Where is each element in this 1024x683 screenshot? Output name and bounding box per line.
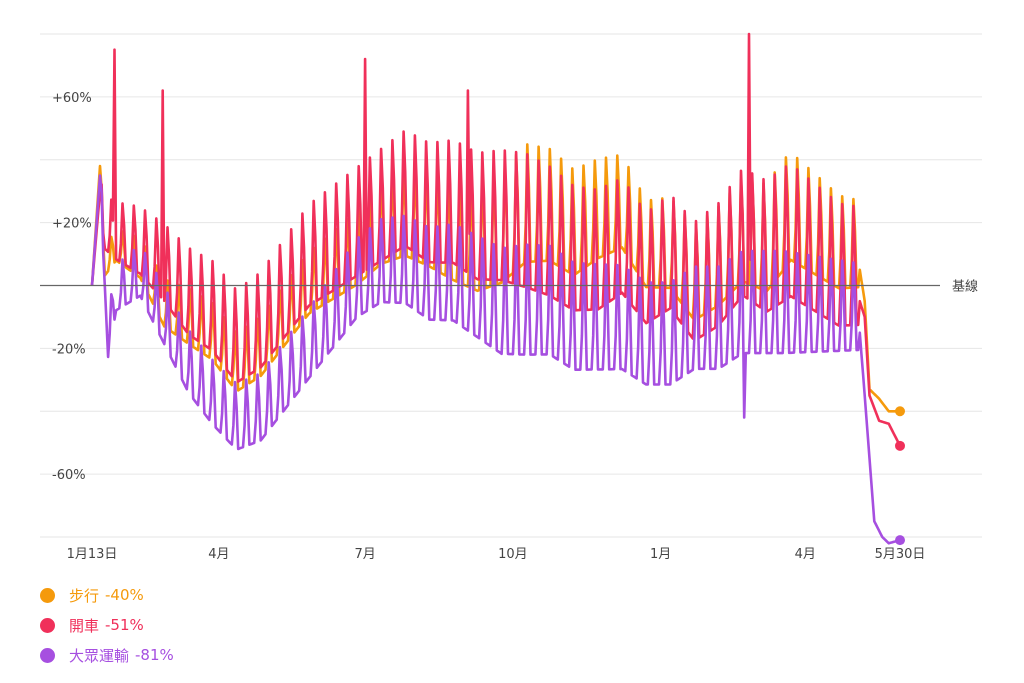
- series-line-transit: [90, 174, 901, 545]
- series-line-driving: [90, 32, 902, 447]
- y-tick-label: -60%: [52, 468, 86, 483]
- legend-item-walking[interactable]: 步行 -40%: [40, 580, 174, 610]
- endpoint-driving: [895, 440, 905, 451]
- legend-label-driving: 開車: [69, 616, 100, 635]
- x-tick-label: 7月: [354, 547, 375, 562]
- endpoint-transit: [895, 535, 905, 546]
- x-axis-ticks: 1月13日 4月 7月 10月 1月 4月 5月30日: [67, 547, 926, 562]
- legend-label-transit: 大眾運輸: [69, 646, 130, 665]
- legend-dot-driving: [40, 617, 55, 633]
- x-tick-label: 5月30日: [875, 547, 926, 562]
- legend-item-driving[interactable]: 開車 -51%: [40, 610, 174, 640]
- legend-value-transit: -81%: [135, 646, 174, 664]
- y-axis-ticks: +60% +20% -20% -60%: [52, 91, 92, 483]
- legend-item-transit[interactable]: 大眾運輸 -81%: [40, 640, 174, 670]
- series-endpoints: [895, 406, 905, 546]
- x-tick-label: 1月13日: [67, 547, 118, 562]
- legend-value-walking: -40%: [105, 586, 144, 604]
- y-tick-label: +60%: [52, 91, 92, 106]
- legend-value-driving: -51%: [105, 616, 144, 634]
- baseline-label: 基線: [952, 279, 978, 295]
- baseline: 基線: [40, 279, 978, 295]
- legend-dot-transit: [40, 647, 55, 663]
- x-tick-label: 4月: [795, 547, 816, 562]
- y-tick-label: +20%: [52, 217, 92, 232]
- legend-label-walking: 步行: [69, 586, 100, 605]
- legend-dot-walking: [40, 587, 55, 603]
- legend: 步行 -40% 開車 -51% 大眾運輸 -81%: [40, 580, 174, 670]
- endpoint-walking: [895, 406, 905, 417]
- x-tick-label: 10月: [498, 547, 528, 562]
- x-tick-label: 4月: [208, 547, 229, 562]
- series-lines: [90, 32, 902, 545]
- x-tick-label: 1月: [650, 547, 671, 562]
- y-tick-label: -20%: [52, 342, 86, 357]
